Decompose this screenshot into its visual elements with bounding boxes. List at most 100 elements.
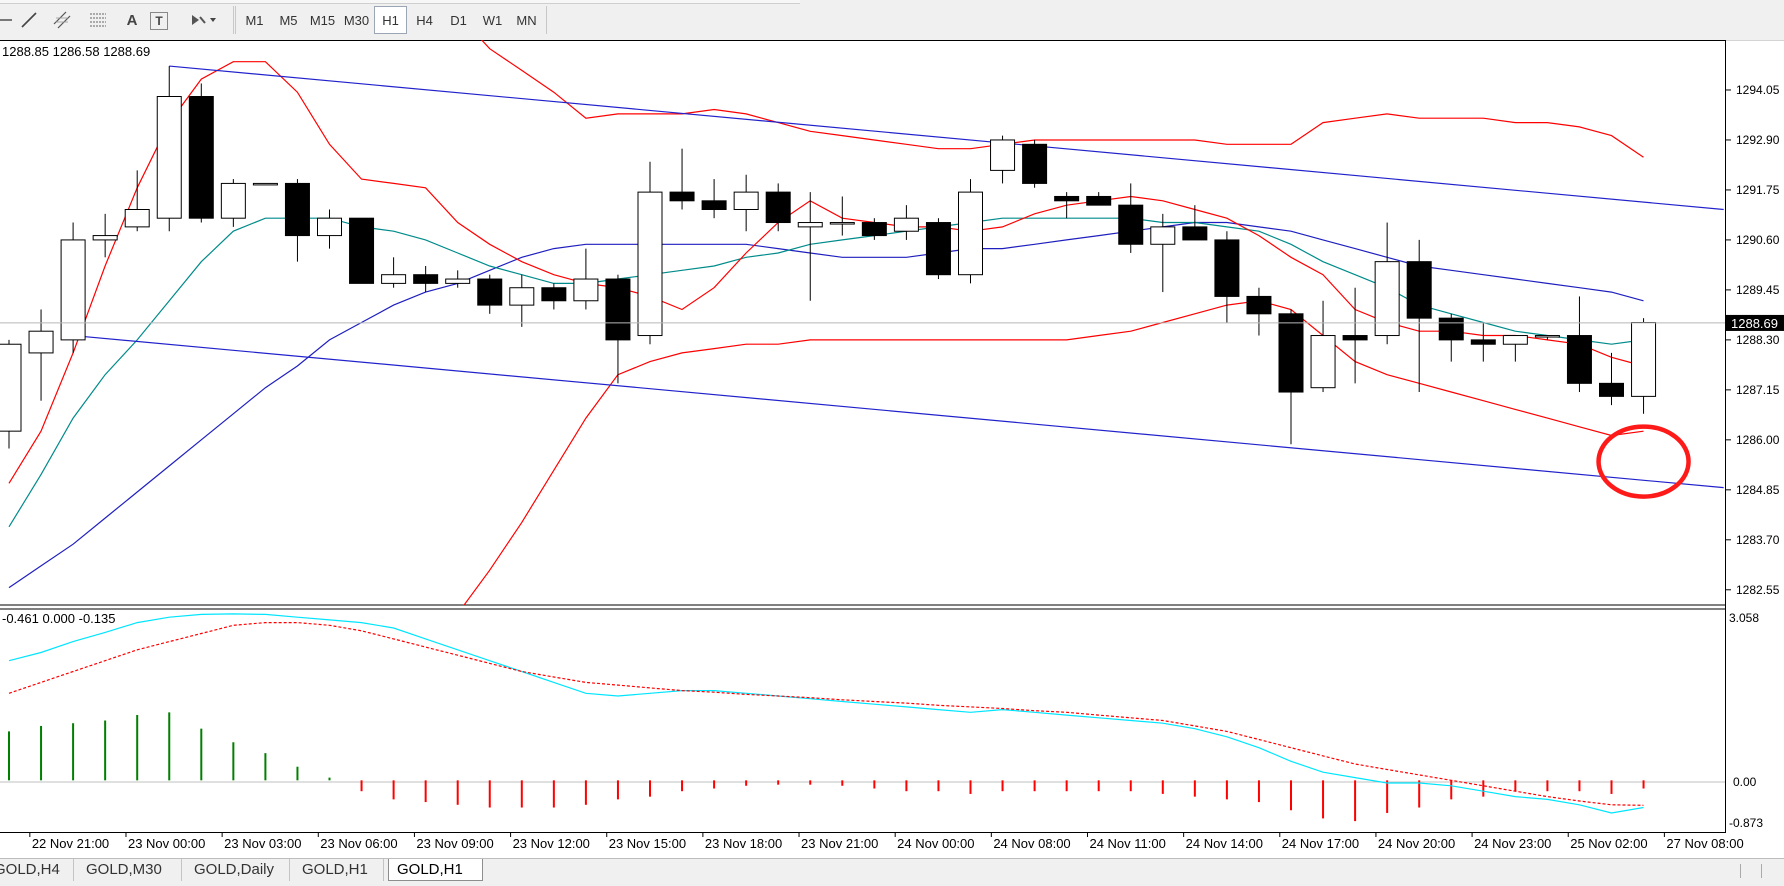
time-tick-label: 23 Nov 00:00 (128, 836, 205, 851)
price-tick-label: 1282.55 (1736, 583, 1780, 597)
text-tool-icon[interactable]: A (126, 11, 138, 29)
trend-channel[interactable] (73, 65, 1724, 489)
bear-candle (1246, 295, 1272, 315)
fibonacci-icon[interactable] (85, 6, 111, 34)
bull-candle (60, 239, 86, 341)
candlesticks (0, 66, 1657, 449)
timeframe-m30-button[interactable]: M30 (343, 12, 370, 28)
bear-candle (284, 182, 310, 237)
bull-candle (252, 182, 278, 186)
price-tick-label: 1290.60 (1736, 233, 1780, 247)
bear-candle (765, 191, 791, 224)
bear-candle (188, 96, 214, 219)
time-tick-label: 25 Nov 02:00 (1570, 836, 1647, 851)
text-label-icon[interactable]: T (150, 12, 168, 30)
bear-candle (413, 274, 439, 284)
bull-candle (317, 217, 342, 237)
channel-icon[interactable] (49, 6, 75, 34)
bull-candle (0, 343, 22, 432)
channel-upper-line (169, 65, 1724, 211)
time-tick-label: 24 Nov 14:00 (1186, 836, 1263, 851)
ma-teal-line (8, 217, 1644, 528)
bull-candle (220, 182, 246, 219)
time-tick-label: 24 Nov 23:00 (1474, 836, 1551, 851)
bear-candle (1342, 335, 1368, 341)
bear-candle (1599, 382, 1624, 397)
bull-candle (1150, 226, 1176, 245)
bull-candle (381, 274, 407, 284)
price-tick-label: 1292.90 (1736, 133, 1780, 147)
timeframe-m5-button[interactable]: M5 (279, 12, 298, 28)
chart-tab-bar: GOLD,H4 GOLD,M30 GOLD,Daily GOLD,H1 GOLD… (0, 858, 1784, 886)
trendline-icon[interactable] (16, 6, 42, 34)
time-tick-label: 24 Nov 00:00 (897, 836, 974, 851)
bull-candle (990, 139, 1016, 171)
bull-candle (445, 278, 471, 284)
bull-candle (893, 217, 919, 232)
bollinger-upper-line (480, 40, 1644, 158)
bear-candle (477, 278, 503, 306)
cursor-icon[interactable] (0, 6, 18, 34)
timeframe-m1-button[interactable]: M1 (245, 12, 264, 28)
timeframe-mn-button[interactable]: MN (516, 12, 537, 28)
toolbar: A T M1 M5 M15 M30 H1 H4 D1 W1 MN (0, 0, 1784, 41)
bear-candle (1054, 195, 1080, 202)
bear-candle (541, 287, 567, 302)
time-axis: 22 Nov 21:00 23 Nov 00:00 23 Nov 03:00 23 N… (0, 832, 1744, 851)
time-tick-label: 23 Nov 21:00 (801, 836, 878, 851)
ma-blue-line (8, 221, 1644, 589)
toolbar-separator (233, 6, 234, 34)
time-tick-label: 22 Nov 21:00 (32, 836, 109, 851)
tab-gold-h1-active[interactable]: GOLD,H1 (388, 859, 483, 881)
current-price-label: 1288.69 (1731, 316, 1778, 331)
price-chart[interactable]: 1294.05 1292.90 1291.75 1290.60 1289.45 1288.… (0, 40, 1784, 858)
macd-main-line (8, 613, 1644, 814)
time-tick-label: 24 Nov 20:00 (1378, 836, 1455, 851)
bear-candle (701, 200, 727, 211)
bear-candle (1022, 143, 1048, 184)
macd-scale-zero: 0.00 (1733, 775, 1757, 789)
time-tick-label: 24 Nov 11:00 (1089, 836, 1165, 851)
time-tick-label: 23 Nov 12:00 (513, 836, 590, 851)
price-tick-label: 1288.30 (1736, 333, 1780, 347)
timeframe-d1-button[interactable]: D1 (450, 12, 467, 28)
timeframe-h4-button[interactable]: H4 (416, 12, 433, 28)
scroll-handle[interactable] (1740, 864, 1762, 878)
bull-candle (156, 96, 182, 219)
price-tick-label: 1283.70 (1736, 533, 1780, 547)
bull-candle (92, 235, 118, 241)
time-tick-label: 23 Nov 09:00 (416, 836, 493, 851)
price-tick-label: 1294.05 (1736, 83, 1780, 97)
bull-candle (509, 287, 535, 306)
timeframe-w1-button[interactable]: W1 (482, 12, 503, 28)
tab-gold-daily[interactable]: GOLD,Daily (186, 859, 290, 881)
ohlc-readout: 1288.85 1286.58 1288.69 (2, 44, 150, 59)
macd-signal-line (8, 621, 1644, 806)
bear-candle (1182, 226, 1208, 241)
bull-candle (1534, 335, 1560, 338)
bear-candle (669, 191, 695, 202)
tab-gold-h4[interactable]: GOLD,H4 (0, 859, 74, 881)
tab-gold-m30[interactable]: GOLD,M30 (78, 859, 182, 881)
bull-candle (1374, 261, 1400, 337)
price-tick-label: 1286.00 (1736, 433, 1780, 447)
shapes-dropdown-icon[interactable] (186, 6, 222, 34)
timeframe-h1-button[interactable]: H1 (374, 6, 407, 34)
bull-candle (28, 330, 54, 354)
bear-candle (1086, 195, 1112, 206)
timeframe-m15-button[interactable]: M15 (309, 12, 336, 28)
tab-gold-h1[interactable]: GOLD,H1 (294, 859, 384, 881)
time-tick-label: 24 Nov 17:00 (1282, 836, 1359, 851)
bear-candle (1406, 261, 1432, 319)
bull-candle (829, 222, 855, 225)
annotation-circle[interactable] (1596, 424, 1691, 499)
bull-candle (637, 191, 663, 337)
price-tick-label: 1284.85 (1736, 483, 1780, 497)
price-axis: 1294.05 1292.90 1291.75 1290.60 1289.45 1288.… (1725, 83, 1780, 597)
bear-candle (1118, 204, 1144, 245)
bear-candle (1470, 339, 1496, 345)
price-tick-label: 1289.45 (1736, 283, 1780, 297)
toolbar-separator (235, 6, 236, 34)
time-tick-label: 23 Nov 03:00 (224, 836, 301, 851)
bear-candle (349, 217, 375, 284)
